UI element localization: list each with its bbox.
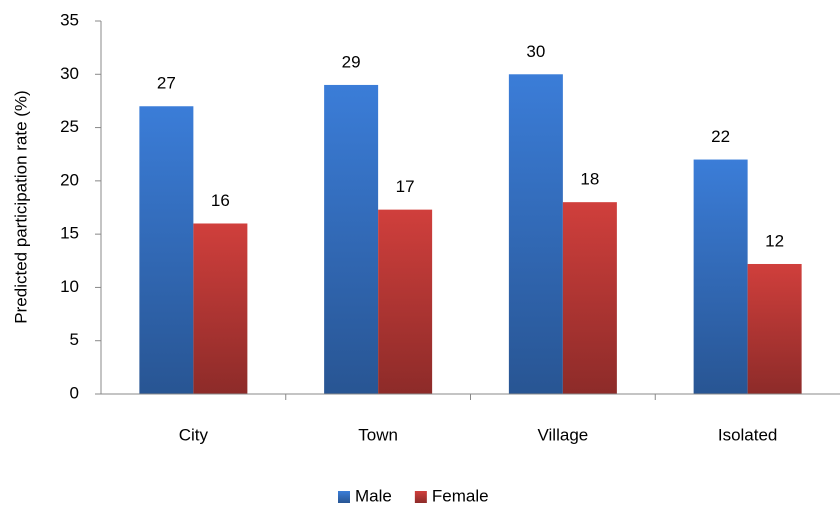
legend-label: Male — [355, 486, 392, 505]
data-label: 18 — [580, 170, 599, 189]
bar — [562, 202, 617, 394]
x-tick-label: Village — [538, 425, 589, 444]
data-label: 12 — [765, 231, 784, 250]
x-tick-label: Town — [358, 425, 398, 444]
y-tick-label: 0 — [70, 383, 79, 402]
y-tick-label: 15 — [60, 224, 79, 243]
bar — [378, 209, 433, 394]
bar — [508, 74, 563, 395]
x-tick-label: City — [179, 425, 209, 444]
data-label: 17 — [396, 177, 415, 196]
data-label: 22 — [711, 127, 730, 146]
y-tick-label: 25 — [60, 117, 79, 136]
data-label: 27 — [157, 74, 176, 93]
bar — [193, 223, 248, 394]
bar — [139, 106, 194, 394]
y-tick-label: 5 — [70, 330, 79, 349]
y-tick-label: 30 — [60, 64, 79, 83]
bar — [747, 263, 802, 394]
bar — [324, 84, 379, 394]
y-tick-label: 35 — [60, 10, 79, 29]
y-axis-label: Predicted participation rate (%) — [11, 90, 30, 323]
y-tick-label: 10 — [60, 277, 79, 296]
data-label: 16 — [211, 191, 230, 210]
legend-swatch — [414, 491, 427, 503]
data-label: 30 — [526, 42, 545, 61]
y-tick-label: 20 — [60, 170, 79, 189]
bar — [693, 159, 748, 394]
data-label: 29 — [342, 52, 361, 71]
x-tick-label: Isolated — [718, 425, 778, 444]
legend-swatch — [338, 491, 350, 503]
legend-label: Female — [432, 486, 489, 505]
